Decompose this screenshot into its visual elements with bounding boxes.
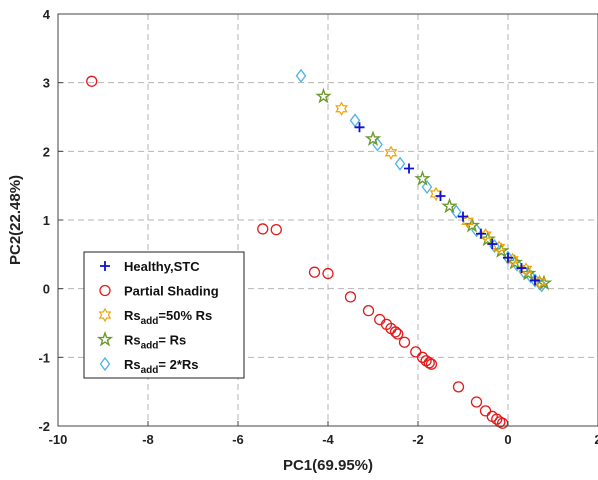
legend-label-text: Partial Shading	[124, 284, 219, 299]
circle-data-point	[86, 75, 98, 87]
x-tick-label: 0	[504, 432, 511, 447]
hexagram-data-point	[335, 101, 348, 116]
circle-data-point	[410, 346, 422, 358]
legend-label: Rsadd=50% Rs	[124, 308, 212, 327]
legend-pentagram-marker	[96, 330, 114, 347]
pentagram-data-point	[441, 197, 458, 214]
pentagram-data-point	[506, 253, 523, 270]
circle-data-point	[392, 328, 404, 340]
x-axis-title: PC1(69.95%)	[283, 457, 373, 474]
circle-data-point	[270, 223, 282, 236]
plus-data-point	[404, 163, 414, 174]
y-axis-title: PC2(22.48%)	[7, 175, 24, 265]
pentagram-data-point	[493, 242, 510, 258]
circle-data-point	[257, 223, 269, 235]
pentagram-data-point	[463, 216, 481, 233]
plus-data-point	[458, 211, 468, 222]
circle-data-point	[479, 405, 492, 417]
y-tick-label: 1	[43, 213, 50, 228]
legend-label-text: = 2*Rs	[158, 357, 198, 372]
pentagram-data-point	[479, 230, 496, 247]
legend-label: Partial Shading	[124, 284, 219, 299]
legend-hexagram-marker	[98, 307, 112, 323]
legend-label: Rsadd= 2*Rs	[124, 357, 199, 376]
circle-data-point	[389, 326, 402, 338]
plus-data-point	[476, 228, 486, 239]
hexagram-data-point	[384, 145, 398, 160]
legend-circle-marker	[99, 284, 111, 297]
y-tick-label: 0	[43, 282, 50, 297]
x-tick-label: -8	[142, 432, 154, 447]
legend-label-text: Rs	[124, 308, 141, 323]
y-tick-label: 2	[43, 144, 50, 159]
y-tick-label: -1	[38, 350, 50, 365]
legend-label-subscript: add	[141, 365, 159, 376]
x-tick-label: 2	[594, 432, 598, 447]
legend-box	[83, 251, 245, 379]
legend-label: Rsadd= Rs	[124, 333, 186, 352]
circle-data-point	[423, 357, 435, 369]
diamond-data-point	[525, 269, 536, 284]
diamond-data-point	[295, 68, 307, 83]
y-tick-label: 3	[43, 76, 50, 91]
plus-data-point	[354, 122, 365, 133]
circle-data-point	[470, 396, 483, 408]
plus-data-point	[530, 275, 540, 286]
legend-entry: Rsadd= Rs	[96, 330, 186, 352]
plus-data-point	[435, 190, 446, 201]
plus-data-point	[487, 239, 498, 250]
x-tick-label: -2	[412, 432, 424, 447]
circle-data-point	[452, 381, 465, 393]
diamond-data-point	[536, 278, 548, 293]
data-markers	[86, 68, 553, 429]
circle-data-point	[362, 304, 375, 317]
legend-entry: Rsadd= 2*Rs	[99, 356, 199, 376]
circle-data-point	[425, 358, 438, 370]
legend-label-text: = Rs	[158, 333, 186, 348]
circle-data-point	[398, 336, 411, 348]
plus-data-point	[503, 252, 513, 263]
circle-data-point	[416, 351, 429, 363]
legend-entry: Healthy,STC	[100, 259, 200, 274]
circle-data-point	[308, 266, 321, 278]
legend-entry: Rsadd=50% Rs	[98, 307, 212, 327]
diamond-data-point	[421, 179, 433, 195]
legend-label-subscript: add	[141, 341, 159, 352]
legend-label-text: Rs	[124, 357, 141, 372]
x-tick-label: -4	[322, 432, 334, 447]
x-tick-label: -6	[232, 432, 244, 447]
x-tick-label: -10	[49, 432, 68, 447]
legend-label: Healthy,STC	[124, 259, 200, 274]
legend-label-text: =50% Rs	[158, 308, 212, 323]
circle-data-point	[491, 413, 503, 425]
legend-diamond-marker	[99, 356, 111, 372]
diamond-data-point	[394, 156, 406, 171]
legend-label-text: Healthy,STC	[124, 259, 200, 274]
legend-label-text: Rs	[124, 333, 141, 348]
y-tick-label: -2	[38, 419, 50, 434]
hexagram-data-point	[429, 186, 443, 202]
pentagram-data-point	[315, 87, 332, 104]
legend-label-subscript: add	[141, 316, 159, 327]
y-tick-label: 4	[43, 7, 51, 22]
legend-entry: Partial Shading	[99, 284, 219, 299]
plus-data-point	[516, 263, 527, 274]
legend-plus-marker	[100, 261, 110, 271]
circle-data-point	[322, 267, 334, 280]
pentagram-data-point	[414, 170, 431, 186]
pentagram-data-point	[364, 130, 382, 146]
pentagram-data-point	[520, 264, 537, 281]
circle-data-point	[344, 291, 357, 303]
